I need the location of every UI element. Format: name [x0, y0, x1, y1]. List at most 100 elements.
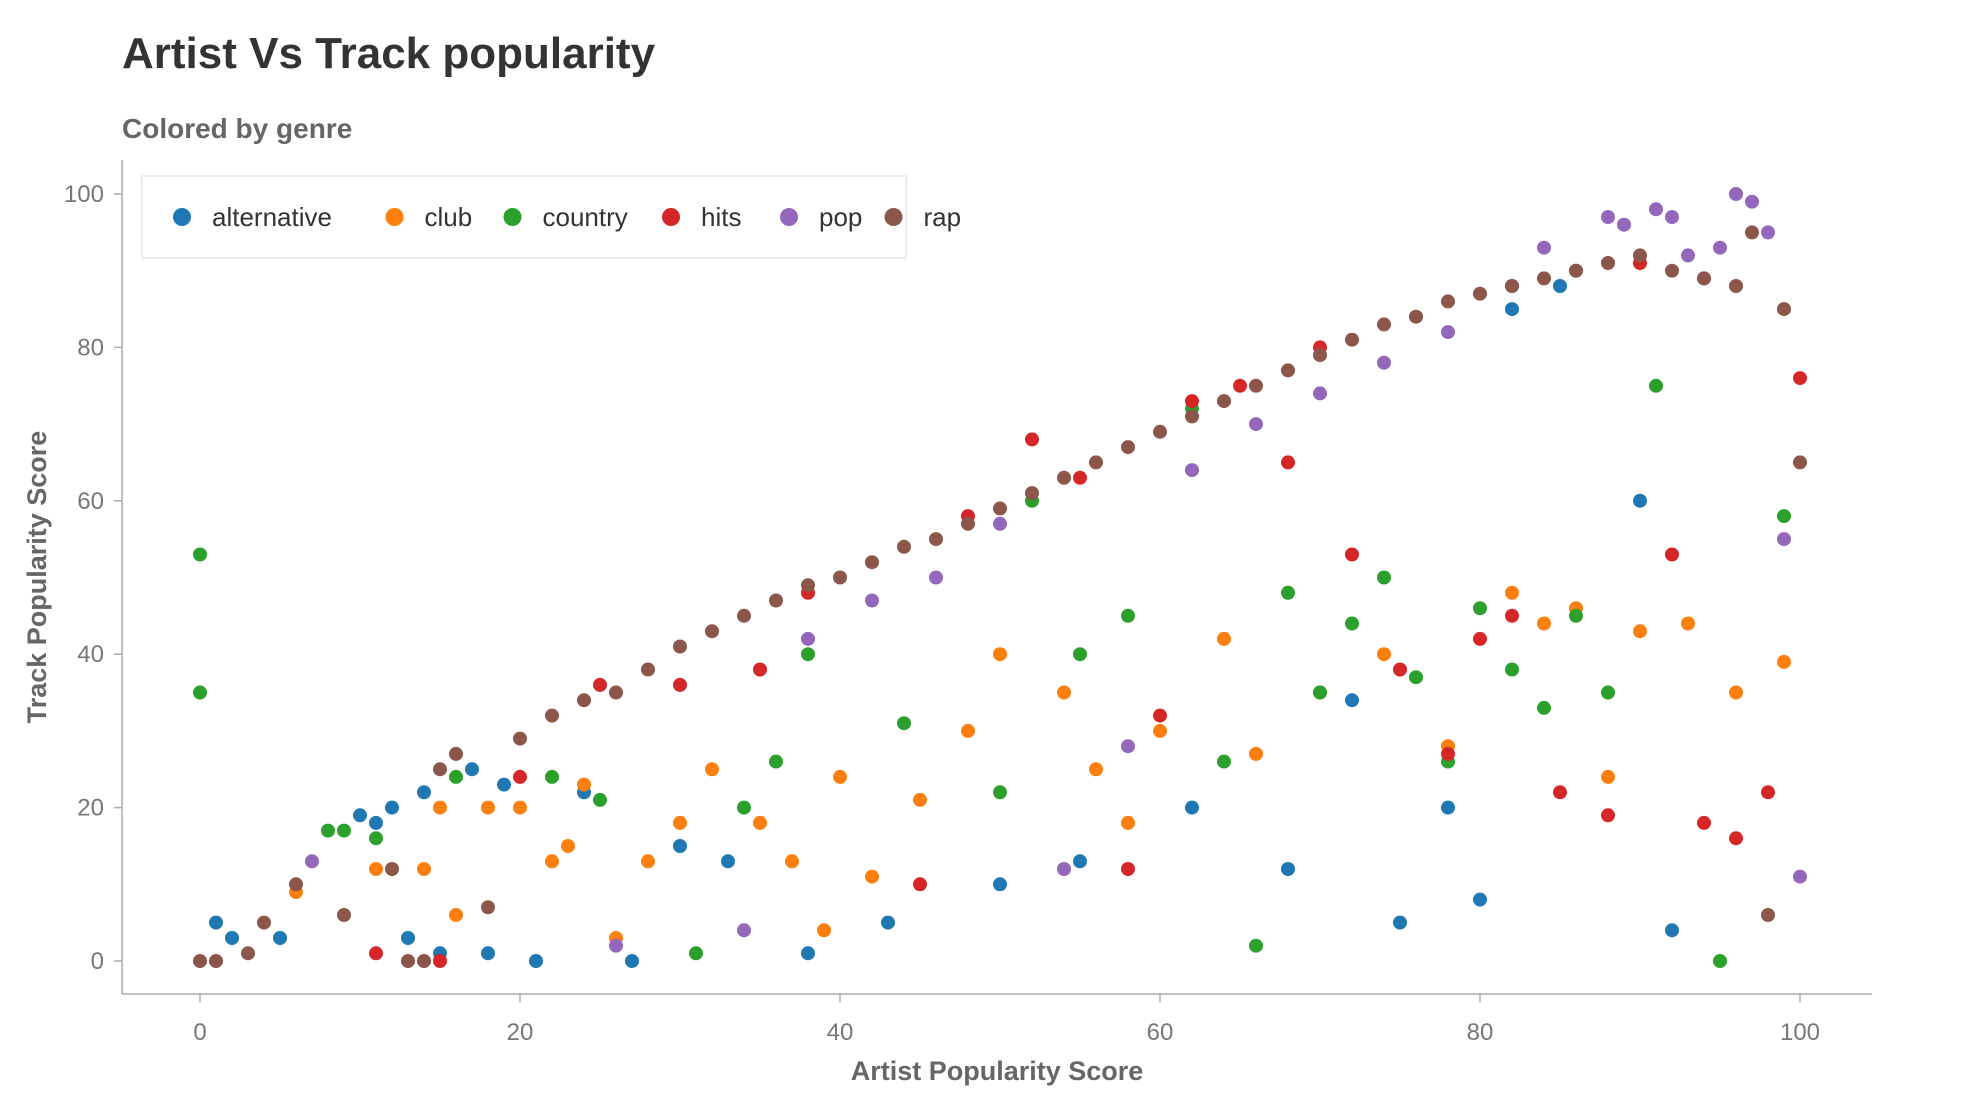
y-tick-label: 20 — [77, 795, 104, 822]
point-alternative — [209, 915, 223, 930]
point-country — [193, 685, 207, 700]
point-alternative — [401, 931, 415, 945]
point-country — [1377, 570, 1391, 585]
point-club — [545, 854, 559, 869]
point-hits — [1185, 394, 1199, 409]
point-country — [593, 792, 607, 807]
point-rap — [1409, 309, 1423, 324]
point-alternative — [529, 954, 543, 968]
point-hits — [1073, 470, 1087, 485]
point-country — [1313, 685, 1327, 700]
point-hits — [1601, 808, 1615, 823]
x-tick-label: 20 — [507, 1019, 534, 1046]
point-rap — [1281, 363, 1295, 378]
point-alternative — [369, 815, 383, 830]
point-country — [897, 716, 911, 731]
legend-marker-rap — [884, 208, 903, 226]
point-country — [737, 800, 751, 815]
x-ticks: 0 20 40 60 80 100 — [193, 994, 1820, 1046]
point-club — [1377, 647, 1391, 662]
point-pop — [1121, 739, 1135, 754]
point-hits — [369, 946, 383, 961]
point-country — [1713, 954, 1727, 968]
point-rap — [481, 900, 495, 915]
point-rap — [1729, 279, 1743, 293]
point-pop — [1761, 225, 1775, 240]
point-pop — [1377, 355, 1391, 370]
point-rap — [257, 915, 271, 930]
point-club — [865, 869, 879, 884]
point-pop — [929, 570, 943, 585]
point-alternative — [225, 931, 239, 945]
point-country — [1649, 378, 1663, 393]
point-rap — [401, 954, 415, 968]
data-points — [193, 187, 1807, 968]
point-rap — [337, 908, 351, 922]
point-hits — [1505, 608, 1519, 623]
point-alternative — [1345, 693, 1359, 708]
point-club — [993, 647, 1007, 662]
point-country — [1281, 585, 1295, 600]
point-pop — [1057, 862, 1071, 876]
point-alternative — [1553, 279, 1567, 293]
point-rap — [513, 731, 527, 746]
point-hits — [1553, 785, 1567, 800]
point-alternative — [1505, 302, 1519, 317]
point-hits — [1665, 547, 1679, 562]
point-alternative — [1281, 862, 1295, 876]
point-country — [801, 647, 815, 662]
point-alternative — [417, 785, 431, 800]
point-alternative — [273, 931, 287, 945]
legend-marker-hits — [662, 208, 680, 226]
point-club — [961, 723, 975, 738]
point-club — [513, 800, 527, 815]
x-tick-label: 0 — [193, 1019, 206, 1046]
point-country — [449, 769, 463, 784]
point-club — [1681, 616, 1695, 631]
y-tick-label: 80 — [77, 334, 104, 361]
point-pop — [1313, 386, 1327, 401]
point-rap — [1249, 378, 1263, 393]
point-rap — [289, 877, 303, 892]
point-alternative — [465, 762, 479, 777]
point-club — [673, 815, 687, 830]
point-rap — [193, 954, 207, 968]
point-rap — [577, 693, 591, 708]
point-country — [545, 769, 559, 784]
point-rap — [897, 539, 911, 554]
point-alternative — [1185, 800, 1199, 815]
legend-marker-alternative — [173, 208, 191, 226]
legend: alternative club country hits pop rap — [141, 175, 961, 259]
point-club — [1057, 685, 1071, 700]
point-alternative — [353, 808, 367, 823]
point-pop — [865, 593, 879, 608]
point-pop — [1441, 325, 1455, 340]
point-rap — [1377, 317, 1391, 332]
point-rap — [929, 532, 943, 547]
point-hits — [1697, 815, 1711, 830]
point-rap — [1185, 409, 1199, 424]
point-hits — [433, 954, 447, 968]
point-hits — [1233, 378, 1247, 393]
point-alternative — [1441, 800, 1455, 815]
point-rap — [433, 762, 447, 777]
point-pop — [1745, 194, 1759, 209]
point-country — [369, 831, 383, 846]
point-rap — [1793, 455, 1807, 470]
point-alternative — [1473, 892, 1487, 907]
point-club — [817, 923, 831, 938]
point-club — [785, 854, 799, 869]
legend-marker-country — [503, 208, 522, 226]
x-tick-label: 80 — [1467, 1019, 1494, 1046]
legend-label-hits: hits — [701, 202, 741, 232]
point-pop — [1601, 210, 1615, 224]
legend-items: alternative club country hits pop rap — [173, 202, 961, 232]
legend-label-club: club — [425, 202, 473, 232]
point-pop — [1713, 240, 1727, 255]
point-country — [1569, 608, 1583, 623]
y-tick-label: 100 — [64, 181, 104, 208]
legend-marker-pop — [780, 208, 798, 226]
point-alternative — [481, 946, 495, 961]
point-club — [1249, 746, 1263, 761]
point-club — [481, 800, 495, 815]
